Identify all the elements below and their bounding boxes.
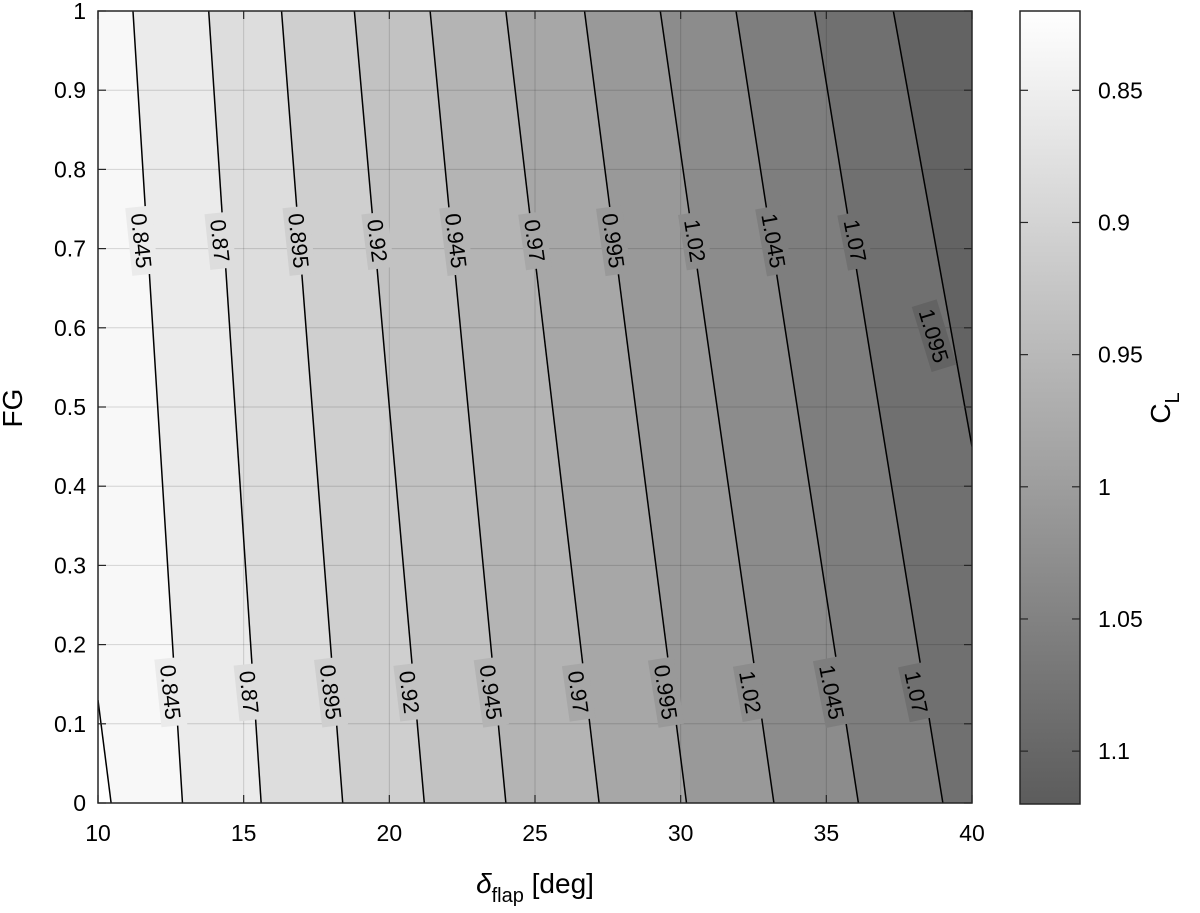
y-tick-label: 0 [73, 790, 86, 816]
contour-label-bg [755, 204, 793, 277]
contour-label: 0.845 [154, 656, 188, 728]
contour-label-text: 0.87 [205, 218, 234, 263]
contour-line [892, 11, 972, 447]
y-tick-label: 0.8 [54, 156, 86, 182]
contour-label: 0.895 [282, 205, 316, 276]
colorbar-tick-label: 1.1 [1098, 738, 1130, 764]
y-tick-label: 0.2 [54, 632, 86, 658]
contour-label: 0.97 [561, 662, 596, 722]
colorbar-tick-label: 0.9 [1098, 209, 1130, 235]
contour-label-bg [647, 656, 685, 728]
contour-label-text: 0.87 [234, 670, 263, 715]
contour-label-bg [439, 205, 474, 277]
contour-label-bg [282, 205, 316, 276]
y-axis: 0 0.1 0.2 0.3 0.4 0.5 0.6 0.7 0.8 0.9 1 [54, 0, 972, 816]
y-tick-label: 0.1 [54, 711, 86, 737]
colorbar-tick-label: 1 [1098, 474, 1111, 500]
contour-label-text: 0.845 [155, 663, 186, 720]
plot-area: 0.845 0.87 0.895 0.92 0.945 0.97 0.995 1.02 1.04… [97, 10, 973, 804]
contour-label: 0.92 [361, 211, 394, 271]
x-tick-label: 15 [231, 820, 257, 846]
contour-label-bg [678, 210, 713, 271]
y-tick-label: 0.4 [54, 473, 86, 499]
colorbar-ticks: 0.85 0.9 0.95 1 1.05 1.1 [1020, 77, 1143, 764]
contour-label-text: 0.92 [394, 669, 424, 715]
x-tick-label: 30 [668, 820, 694, 846]
contour-label: 0.97 [518, 211, 552, 271]
contour-label-bg [393, 662, 427, 722]
contour-label-bg [732, 662, 769, 722]
x-tick-label: 35 [814, 820, 840, 846]
colorbar: 0.85 0.9 0.95 1 1.05 1.1 [1019, 10, 1143, 805]
contour-label: 1.02 [678, 210, 713, 271]
contour-label: 0.87 [233, 662, 266, 722]
contour-label-bg [154, 656, 188, 728]
contour-label: 0.945 [473, 656, 509, 728]
contour-label-bg [561, 662, 596, 722]
contour-label: 0.92 [393, 662, 427, 722]
x-axis-title: δflap [deg] [476, 868, 594, 907]
contour-label-bg [361, 211, 394, 271]
x-axis-symbol: δ [476, 868, 492, 899]
grid-lines [98, 11, 972, 803]
colorbar-tick-label: 1.05 [1098, 606, 1143, 632]
contour-label-bg [898, 662, 936, 723]
y-tick-label: 1 [73, 0, 86, 24]
contour-label: 1.07 [898, 662, 936, 723]
contour-label-text: 0.97 [519, 218, 550, 264]
y-axis-title: FG [0, 389, 28, 428]
colorbar-tick-label: 0.95 [1098, 342, 1143, 368]
x-axis-subscript: flap [492, 885, 524, 907]
contour-label-bg [233, 662, 266, 722]
colorbar-tick-label: 0.85 [1098, 77, 1143, 103]
contour-line [98, 699, 112, 803]
contour-label-bg [314, 656, 349, 728]
colorbar-title: CL [1145, 392, 1184, 423]
x-tick-label: 25 [522, 820, 548, 846]
x-axis: 10 15 20 25 30 35 40 [85, 11, 985, 846]
contour-label-bg [125, 205, 159, 276]
contour-label-bg [473, 656, 509, 728]
x-axis-unit: [deg] [524, 868, 594, 899]
contour-label-text: 0.92 [362, 218, 392, 264]
colorbar-title-subscript: L [1162, 392, 1184, 403]
y-tick-label: 0.5 [54, 394, 86, 420]
x-tick-label: 10 [85, 820, 111, 846]
y-tick-label: 0.7 [54, 236, 86, 262]
contour-label: 0.845 [125, 205, 159, 276]
contour-label-text: 0.97 [563, 669, 594, 715]
contour-label-text: 0.845 [126, 212, 157, 269]
y-tick-label: 0.3 [54, 552, 86, 578]
contour-label: 0.995 [596, 205, 632, 277]
contour-label-bg [596, 205, 632, 277]
contour-label-bg [204, 211, 237, 270]
x-tick-label: 20 [377, 820, 403, 846]
y-tick-label: 0.6 [54, 315, 86, 341]
x-tick-label: 40 [959, 820, 985, 846]
contour-label-bg [837, 210, 874, 271]
contour-label-bg [911, 299, 957, 373]
contour-label: 0.87 [204, 211, 237, 270]
colorbar-gradient [1019, 10, 1081, 805]
contour-label-bg [518, 211, 552, 271]
contour-label-text: 0.895 [283, 212, 314, 269]
colorbar-title-main: C [1145, 403, 1176, 423]
contour-label-bg [812, 656, 852, 728]
y-tick-label: 0.9 [54, 77, 86, 103]
